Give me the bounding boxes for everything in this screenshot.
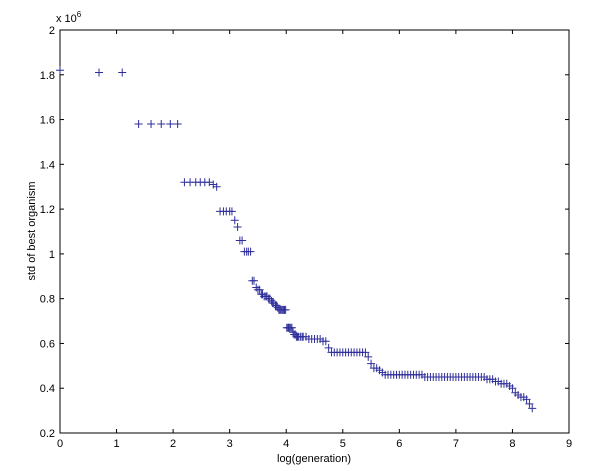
y-tick-label: 0.4 [40, 383, 55, 395]
data-point [147, 120, 156, 129]
data-point [230, 216, 239, 225]
data-point [324, 343, 333, 352]
data-point [508, 384, 517, 393]
x-tick-label: 2 [170, 438, 176, 450]
scatter-series [56, 66, 537, 413]
data-point [212, 182, 221, 191]
data-point [173, 120, 182, 129]
data-point [287, 323, 296, 332]
y-tick-label: 0.8 [40, 294, 55, 306]
y-tick-label: 2 [49, 25, 55, 37]
data-point [227, 207, 236, 216]
y-tick-label: 1 [49, 249, 55, 261]
y-tick-label: 1.4 [40, 159, 55, 171]
data-point [56, 66, 64, 75]
data-point [246, 247, 255, 256]
data-point [233, 223, 242, 232]
y-tick-label: 1.8 [40, 70, 55, 82]
y-axis-ticks: 0.2 0.4 0.6 0.8 1 1.2 1.4 1.6 1.8 2 [40, 25, 569, 440]
data-point [321, 337, 330, 346]
x-tick-label: 4 [283, 438, 289, 450]
data-point [249, 276, 258, 285]
y-axis-exponent-label: x 106 [56, 10, 82, 25]
y-tick-label: 0.6 [40, 338, 55, 350]
data-point [134, 120, 143, 129]
data-point [255, 285, 264, 294]
data-point [166, 120, 175, 129]
x-tick-label: 1 [113, 438, 119, 450]
data-point [238, 236, 247, 245]
x-axis-ticks: 0 1 2 3 4 5 6 7 8 9 [57, 30, 572, 450]
x-tick-label: 6 [396, 438, 402, 450]
data-point [361, 348, 370, 357]
data-point [364, 352, 373, 361]
x-axis-label: log(generation) [277, 453, 351, 465]
data-point [157, 120, 166, 129]
data-point [528, 404, 537, 413]
x-tick-label: 5 [340, 438, 346, 450]
data-point [95, 68, 104, 77]
data-point [281, 305, 290, 314]
y-axis-label: std of best organism [26, 181, 38, 280]
plot-area [59, 29, 570, 434]
y-tick-label: 0.2 [40, 428, 55, 440]
data-point [118, 68, 127, 77]
data-point [525, 399, 534, 408]
data-point [522, 395, 531, 404]
y-tick-label: 1.2 [40, 204, 55, 216]
x-tick-label: 8 [509, 438, 515, 450]
x-tick-label: 0 [57, 438, 63, 450]
data-point [367, 359, 376, 368]
y-tick-label: 1.6 [40, 115, 55, 127]
x-tick-label: 3 [227, 438, 233, 450]
x-tick-label: 9 [566, 438, 572, 450]
x-tick-label: 7 [453, 438, 459, 450]
